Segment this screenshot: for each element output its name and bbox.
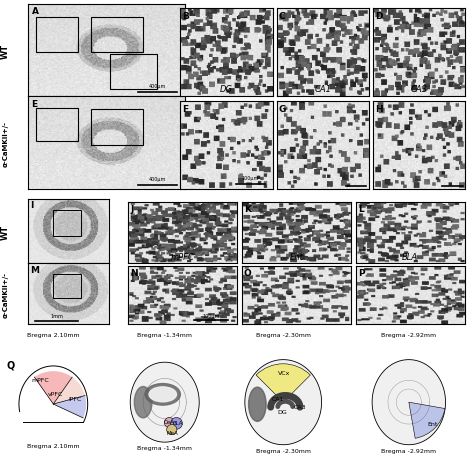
- Text: DG: DG: [277, 409, 287, 414]
- Wedge shape: [35, 371, 72, 404]
- Text: CA3: CA3: [410, 85, 428, 94]
- Text: 100μm: 100μm: [242, 175, 259, 180]
- Text: D: D: [375, 12, 382, 21]
- Text: BLA: BLA: [172, 420, 182, 425]
- Text: 400μm: 400μm: [149, 84, 166, 89]
- Text: DG: DG: [220, 85, 233, 94]
- Wedge shape: [409, 402, 445, 438]
- Text: E: E: [32, 100, 38, 109]
- Ellipse shape: [134, 387, 152, 418]
- Text: Bregma -2.30mm: Bregma -2.30mm: [255, 448, 311, 453]
- Text: MeA: MeA: [167, 430, 178, 435]
- Text: α-CaMKII+/-: α-CaMKII+/-: [3, 120, 9, 167]
- Text: B: B: [182, 12, 189, 21]
- Wedge shape: [53, 396, 86, 418]
- Text: Bregma -1.34mm: Bregma -1.34mm: [137, 445, 192, 450]
- Text: C: C: [278, 12, 285, 21]
- Polygon shape: [245, 360, 321, 445]
- Text: Bregma -2.92mm: Bregma -2.92mm: [381, 448, 437, 453]
- Bar: [36, 18, 79, 53]
- Text: Ent: Ent: [428, 421, 438, 426]
- Text: G: G: [278, 105, 286, 113]
- Ellipse shape: [248, 388, 266, 421]
- Text: WT: WT: [1, 44, 10, 58]
- Text: Bregma 2.10mm: Bregma 2.10mm: [27, 332, 80, 337]
- Wedge shape: [53, 377, 85, 404]
- Text: CA3: CA3: [293, 404, 306, 409]
- Text: N: N: [130, 269, 138, 278]
- Bar: [91, 18, 143, 53]
- Text: A: A: [32, 7, 38, 16]
- Text: J: J: [130, 204, 134, 213]
- Bar: [53, 211, 81, 237]
- Text: L: L: [358, 204, 364, 213]
- Text: Bregma -1.34mm: Bregma -1.34mm: [137, 332, 192, 337]
- Text: Bregma 2.10mm: Bregma 2.10mm: [27, 443, 80, 448]
- Text: lPFC: lPFC: [68, 396, 82, 401]
- Text: mPFC: mPFC: [171, 252, 194, 262]
- Text: I: I: [30, 201, 34, 210]
- Text: K: K: [244, 204, 251, 213]
- Text: vPFC: vPFC: [47, 392, 63, 397]
- Ellipse shape: [145, 384, 181, 405]
- Text: 100μm: 100μm: [202, 313, 219, 318]
- Text: Bregma -2.92mm: Bregma -2.92mm: [381, 332, 437, 337]
- Text: BLA: BLA: [402, 252, 418, 262]
- Text: 1mm: 1mm: [50, 313, 63, 319]
- Text: F: F: [182, 105, 188, 113]
- Text: VCx: VCx: [278, 370, 290, 375]
- Text: H: H: [375, 105, 383, 113]
- Text: P: P: [358, 269, 365, 278]
- Text: CeA: CeA: [164, 419, 175, 425]
- Polygon shape: [130, 363, 199, 442]
- Wedge shape: [256, 364, 310, 402]
- Polygon shape: [372, 360, 446, 445]
- Text: WT: WT: [1, 224, 10, 239]
- Ellipse shape: [149, 387, 176, 402]
- Circle shape: [164, 418, 174, 428]
- Text: 400μm: 400μm: [149, 176, 166, 181]
- Bar: [53, 275, 81, 299]
- Text: M: M: [30, 266, 39, 275]
- Text: α-CaMKII+/-: α-CaMKII+/-: [3, 271, 9, 317]
- Circle shape: [167, 425, 177, 435]
- Text: Ent: Ent: [290, 252, 303, 262]
- Text: mPFC: mPFC: [31, 377, 49, 382]
- Circle shape: [171, 418, 182, 429]
- Bar: [91, 110, 143, 145]
- Text: CA1: CA1: [272, 396, 284, 401]
- Bar: [110, 55, 157, 90]
- Text: Bregma -2.30mm: Bregma -2.30mm: [255, 332, 311, 337]
- Bar: [36, 108, 79, 142]
- Text: Q: Q: [7, 359, 15, 369]
- Text: CA1: CA1: [314, 85, 331, 94]
- Text: O: O: [244, 269, 252, 278]
